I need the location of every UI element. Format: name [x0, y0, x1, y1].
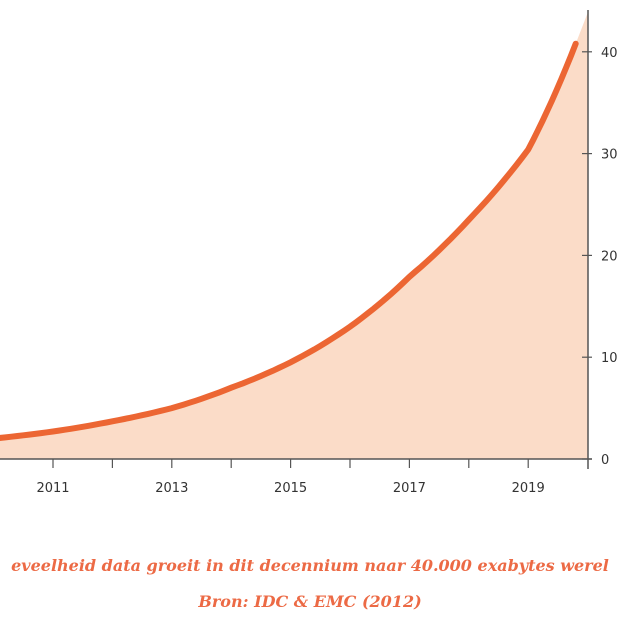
series-line [0, 40, 579, 441]
y-tick-label: 20 [601, 249, 618, 264]
y-tick-label: 0 [601, 453, 609, 468]
y-tick-label: 40 [601, 46, 618, 61]
y-tick-label: 10 [601, 351, 618, 366]
area-fill [0, 12, 588, 459]
chart-source: Bron: IDC & EMC (2012) [198, 592, 422, 611]
x-tick-label: 2011 [36, 481, 69, 496]
x-tick-label: 2019 [512, 481, 545, 496]
x-tick-label: 2013 [155, 481, 188, 496]
y-tick-label: 30 [601, 148, 618, 163]
x-tick-label: 2017 [393, 481, 426, 496]
chart-caption: eveelheid data groeit in dit decennium n… [11, 556, 609, 575]
x-tick-label: 2015 [274, 481, 307, 496]
